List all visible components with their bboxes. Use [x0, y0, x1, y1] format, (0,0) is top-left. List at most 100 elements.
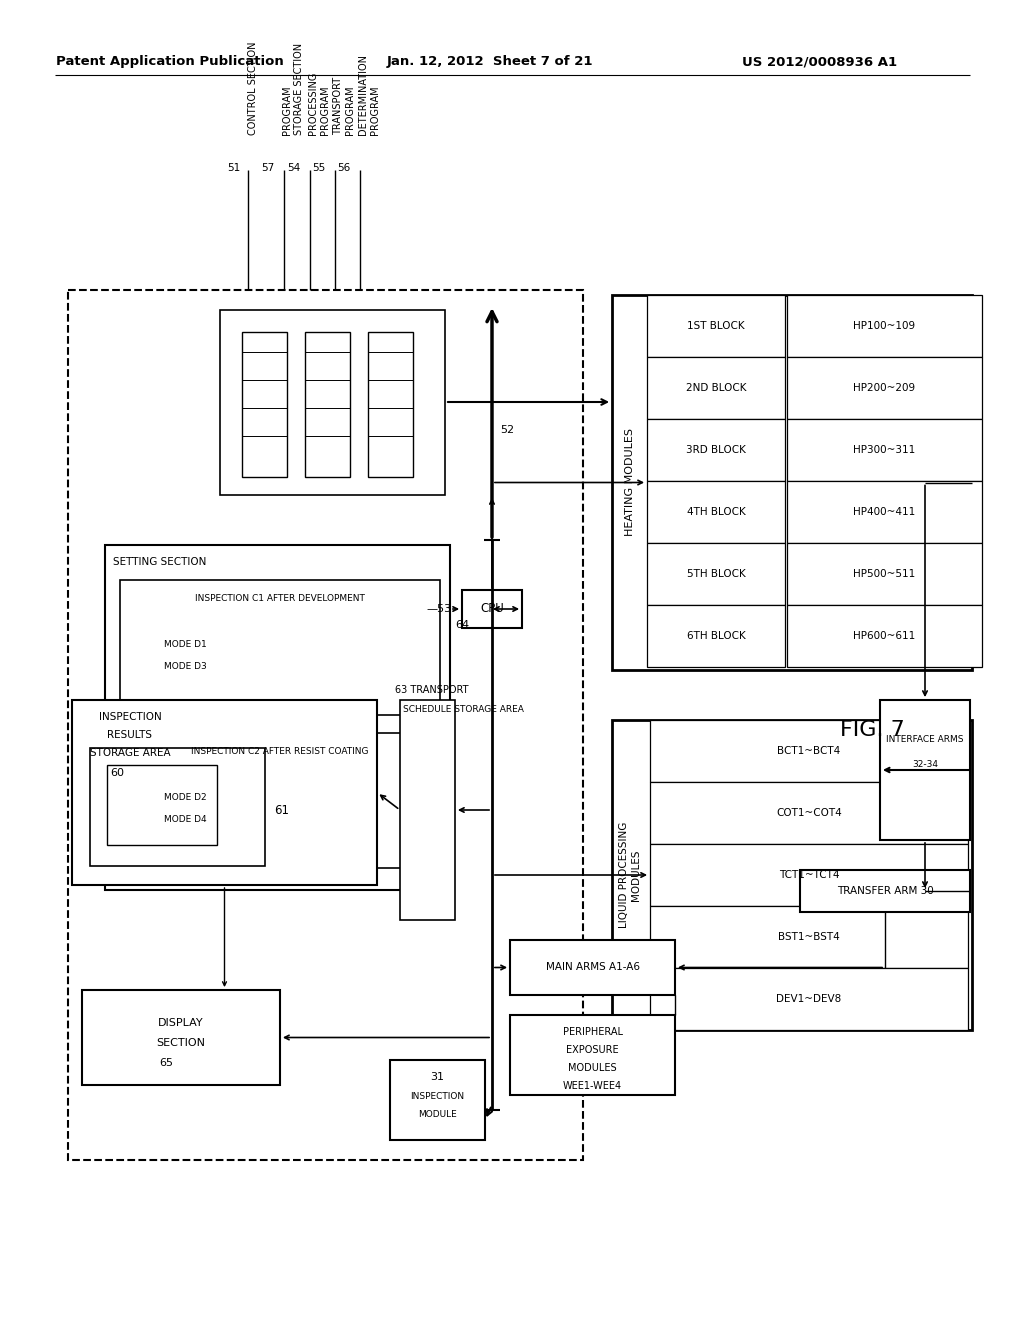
- Bar: [647, 480, 785, 543]
- Bar: [90, 748, 265, 866]
- Text: 54: 54: [287, 162, 300, 173]
- Bar: [647, 294, 785, 356]
- Text: FIG. 7: FIG. 7: [840, 719, 905, 741]
- Bar: [650, 781, 968, 843]
- Text: Jan. 12, 2012  Sheet 7 of 21: Jan. 12, 2012 Sheet 7 of 21: [387, 55, 593, 69]
- Bar: [120, 733, 440, 869]
- Text: 61: 61: [274, 804, 290, 817]
- Text: PROGRAM
STORAGE SECTION: PROGRAM STORAGE SECTION: [282, 42, 303, 135]
- Bar: [72, 700, 377, 884]
- Bar: [612, 294, 972, 671]
- Text: INTERFACE ARMS: INTERFACE ARMS: [886, 735, 964, 744]
- Text: CPU: CPU: [480, 602, 504, 615]
- Bar: [510, 940, 675, 995]
- Text: SETTING SECTION: SETTING SECTION: [114, 557, 207, 568]
- Text: Patent Application Publication: Patent Application Publication: [56, 55, 284, 69]
- Text: DISPLAY: DISPLAY: [158, 1018, 204, 1028]
- Text: TRANSPORT
PROGRAM: TRANSPORT PROGRAM: [333, 77, 354, 135]
- Text: 31: 31: [430, 1072, 444, 1082]
- Bar: [647, 605, 785, 667]
- Text: 64: 64: [455, 620, 469, 630]
- Text: DEV1~DEV8: DEV1~DEV8: [776, 994, 842, 1005]
- Bar: [787, 294, 982, 356]
- Bar: [68, 290, 583, 1160]
- Text: MODE D4: MODE D4: [164, 814, 206, 824]
- Text: BST1~BST4: BST1~BST4: [778, 932, 840, 942]
- Bar: [650, 906, 968, 968]
- Bar: [647, 543, 785, 605]
- Bar: [787, 480, 982, 543]
- Text: SCHEDULE STORAGE AREA: SCHEDULE STORAGE AREA: [403, 705, 524, 714]
- Text: CONTROL SECTION: CONTROL SECTION: [248, 41, 258, 135]
- Text: RESULTS: RESULTS: [108, 730, 153, 741]
- Text: HP600~611: HP600~611: [853, 631, 915, 642]
- Bar: [390, 1060, 485, 1140]
- Text: MODULE: MODULE: [418, 1110, 457, 1119]
- Text: DETERMINATION
PROGRAM: DETERMINATION PROGRAM: [358, 54, 380, 135]
- Bar: [305, 333, 350, 477]
- Text: INSPECTION: INSPECTION: [411, 1092, 465, 1101]
- Text: INSPECTION: INSPECTION: [98, 711, 162, 722]
- Text: 51: 51: [226, 162, 240, 173]
- Text: HP100~109: HP100~109: [853, 321, 915, 331]
- Text: 5TH BLOCK: 5TH BLOCK: [687, 569, 745, 579]
- Text: 52: 52: [500, 425, 514, 436]
- Bar: [880, 700, 970, 840]
- Text: 1ST BLOCK: 1ST BLOCK: [687, 321, 744, 331]
- Bar: [510, 1015, 675, 1096]
- Text: MAIN ARMS A1-A6: MAIN ARMS A1-A6: [546, 962, 640, 973]
- Bar: [242, 333, 287, 477]
- Bar: [650, 719, 968, 781]
- Text: 56: 56: [337, 162, 350, 173]
- Bar: [105, 545, 450, 890]
- Bar: [220, 310, 445, 495]
- Text: HP500~511: HP500~511: [853, 569, 915, 579]
- Text: 57: 57: [261, 162, 274, 173]
- Text: HP400~411: HP400~411: [853, 507, 915, 517]
- Bar: [462, 590, 522, 628]
- Bar: [787, 356, 982, 418]
- Bar: [368, 333, 413, 477]
- Bar: [787, 418, 982, 480]
- Text: 55: 55: [311, 162, 325, 173]
- Text: MODE D1: MODE D1: [164, 640, 207, 649]
- Text: EXPOSURE: EXPOSURE: [566, 1045, 618, 1055]
- Text: 4TH BLOCK: 4TH BLOCK: [687, 507, 745, 517]
- Text: INSPECTION C2 AFTER RESIST COATING: INSPECTION C2 AFTER RESIST COATING: [191, 747, 369, 756]
- Text: 6TH BLOCK: 6TH BLOCK: [687, 631, 745, 642]
- Text: 2ND BLOCK: 2ND BLOCK: [686, 383, 746, 393]
- Bar: [650, 843, 968, 906]
- Text: 65: 65: [159, 1059, 173, 1068]
- Text: MODE D3: MODE D3: [164, 663, 207, 671]
- Text: PERIPHERAL: PERIPHERAL: [562, 1027, 623, 1038]
- Text: SECTION: SECTION: [157, 1038, 206, 1048]
- Text: HP200~209: HP200~209: [853, 383, 915, 393]
- Bar: [120, 579, 440, 715]
- Bar: [82, 990, 280, 1085]
- Bar: [647, 418, 785, 480]
- Text: TCT1~TCT4: TCT1~TCT4: [778, 870, 840, 880]
- Text: COT1~COT4: COT1~COT4: [776, 808, 842, 818]
- Bar: [612, 719, 972, 1030]
- Text: TRANSFER ARM 30: TRANSFER ARM 30: [837, 886, 933, 896]
- Bar: [650, 968, 968, 1030]
- Text: 3RD BLOCK: 3RD BLOCK: [686, 445, 745, 455]
- Text: MODULES: MODULES: [568, 1063, 616, 1073]
- Text: 32-34: 32-34: [912, 760, 938, 770]
- Bar: [106, 766, 217, 845]
- Bar: [787, 543, 982, 605]
- Text: —53: —53: [427, 605, 452, 614]
- Text: WEE1-WEE4: WEE1-WEE4: [563, 1081, 622, 1092]
- Text: 63 TRANSPORT: 63 TRANSPORT: [395, 685, 469, 696]
- Text: HP300~311: HP300~311: [853, 445, 915, 455]
- Text: HEATING MODULES: HEATING MODULES: [625, 429, 635, 536]
- Bar: [800, 870, 970, 912]
- Text: PROCESSING
PROGRAM: PROCESSING PROGRAM: [308, 71, 330, 135]
- Text: LIQUID PROCESSING
MODULES: LIQUID PROCESSING MODULES: [620, 822, 641, 928]
- Text: 60: 60: [110, 768, 124, 777]
- Text: US 2012/0008936 A1: US 2012/0008936 A1: [742, 55, 898, 69]
- Text: MODE D2: MODE D2: [164, 793, 206, 803]
- Bar: [400, 700, 455, 920]
- Bar: [647, 356, 785, 418]
- Text: BCT1~BCT4: BCT1~BCT4: [777, 746, 841, 756]
